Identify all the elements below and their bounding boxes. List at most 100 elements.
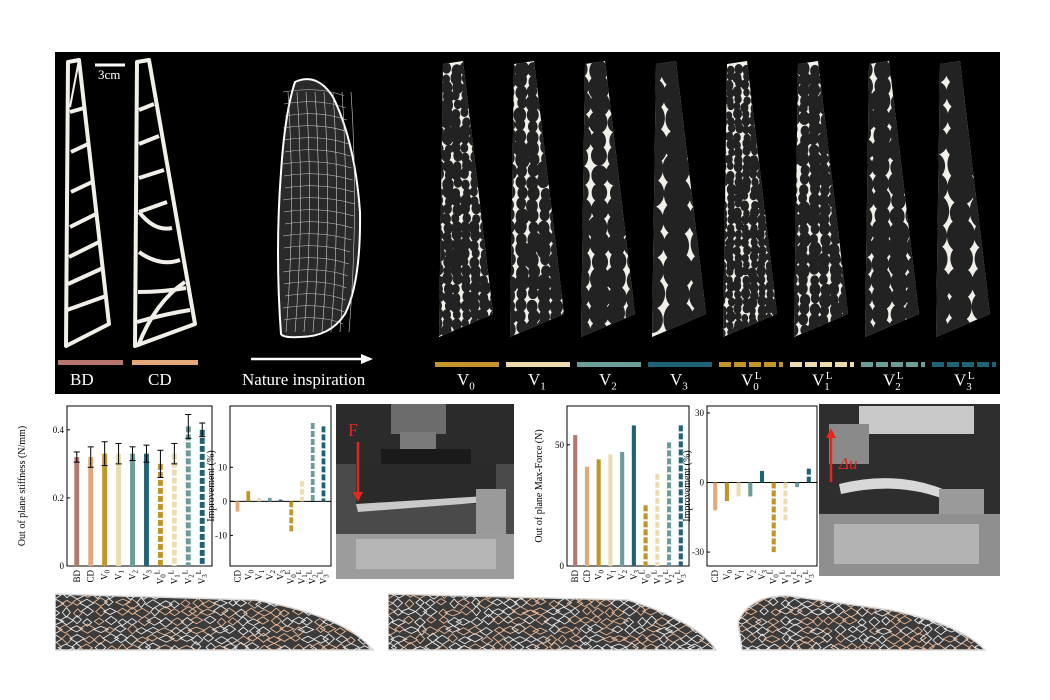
tick-label-v0l: V0L: [153, 570, 167, 584]
tick-label-v0: V0: [100, 570, 112, 581]
bar-cd: [713, 482, 718, 511]
tick-label-v3l: V3L: [802, 570, 816, 584]
bar-v2: [267, 497, 272, 502]
bar-v0: [724, 482, 729, 502]
y-tick-label: -10: [215, 530, 227, 540]
tick-label-v0: V0: [722, 570, 734, 581]
displacement-label: Δu: [839, 454, 858, 473]
bar-v1: [257, 497, 261, 502]
bar-v2: [620, 452, 625, 566]
tick-label-v1: V1: [254, 570, 266, 581]
plot-frame: [566, 405, 690, 567]
tick-label-v1l: V1L: [167, 570, 181, 584]
bar-v2: [748, 482, 753, 497]
label-v1: V1: [528, 370, 546, 393]
wing-v1l: [794, 61, 848, 337]
tick-label-v1l: V1L: [650, 570, 664, 584]
color-bar-v1: [506, 362, 570, 367]
tick-label-v1: V1: [605, 570, 617, 581]
chart-max-force: Out of plane Max-Force (N) 0 50 BD CD V0 V1 V2 V…: [532, 400, 692, 590]
test-photo-stiffness: F: [336, 404, 514, 579]
bd-label: BD: [70, 370, 94, 389]
y-tick-label: 0.4: [53, 425, 65, 435]
label-v3: V3: [670, 370, 688, 393]
y-axis-label: Improvement (%): [206, 450, 217, 521]
tick-label-cd: CD: [233, 570, 243, 583]
wing-v0l: [723, 61, 777, 337]
bar-v2: [130, 453, 135, 566]
y-tick-label: 0: [223, 496, 228, 506]
test-photo-max-force: Δu: [819, 404, 1000, 576]
bar-v1: [116, 453, 122, 566]
bar-v0: [246, 491, 251, 502]
tick-label-v2: V2: [265, 570, 277, 581]
y-axis-label: Out of plane Max-Force (N): [534, 429, 545, 542]
chart-stiffness: Out of plane stiffness (N/mm) 0 0.2 0.4 BD CD…: [15, 400, 215, 590]
vein-pattern-strip-2: [387, 592, 718, 652]
y-tick-label: 10: [218, 462, 228, 472]
wing-specimens: [58, 58, 996, 367]
tick-label-v2l: V2L: [662, 570, 676, 584]
bar-v1: [608, 454, 613, 566]
y-tick-label: 0.2: [53, 493, 64, 503]
y-axis-label: Improvement (%): [682, 450, 693, 521]
natural-wing-drawing: [277, 78, 362, 339]
color-bar-v2: [577, 362, 641, 367]
plot-frame: [706, 405, 818, 567]
bar-v3: [278, 499, 283, 502]
tick-label-v3l: V3L: [316, 570, 330, 584]
y-tick-label: 50: [555, 440, 565, 450]
tick-label-v0l: V0L: [767, 570, 781, 584]
y-tick-label: -30: [692, 547, 704, 557]
y-tick-label: 0: [60, 561, 65, 571]
chart-force-improvement: Improvement (%) 30 0 -30 CD V0 V1 V2 V3 V0L V1L V2L…: [680, 400, 820, 590]
tick-label-v2: V2: [128, 570, 140, 581]
nature-inspiration-label: Nature inspiration: [242, 370, 366, 389]
tick-label-bd: BD: [72, 570, 82, 583]
bar-cd: [88, 457, 94, 566]
tick-label-cd: CD: [582, 570, 592, 583]
tick-label-v0l: V0L: [639, 570, 653, 584]
chart-stiffness-improvement: Improvement (%) 10 0 -10 CD V0 V1 V2 V3 V0L V1L V2L…: [204, 400, 334, 590]
bar-bd: [74, 457, 80, 566]
force-label: F: [348, 420, 359, 440]
y-tick-label: 30: [695, 408, 705, 418]
cd-label: CD: [148, 370, 172, 389]
bar-cd: [235, 501, 240, 512]
tick-label-v3: V3: [757, 570, 769, 581]
tick-label-bd: BD: [570, 570, 580, 583]
scale-bar-label: 3cm: [98, 67, 121, 82]
bar-v0: [596, 459, 601, 566]
y-axis-label: Out of plane stiffness (N/mm): [17, 426, 28, 546]
tick-label-v0: V0: [243, 570, 255, 581]
wing-v1: [510, 61, 564, 337]
tick-label-v1: V1: [734, 570, 746, 581]
tick-label-v1l: V1L: [295, 570, 309, 584]
label-v1l: V1L: [812, 370, 833, 394]
tick-label-v1l: V1L: [778, 570, 792, 584]
label-v2l: V2L: [883, 370, 904, 394]
plot-frame: [66, 405, 213, 567]
wing-v3l: [936, 61, 990, 337]
label-v0l: V0L: [741, 370, 762, 394]
bd-color-bar: [58, 360, 123, 365]
bar-cd: [584, 466, 589, 566]
bar-v1: [736, 482, 741, 497]
tick-label-v0: V0: [594, 570, 606, 581]
tick-label-v2l: V2L: [790, 570, 804, 584]
tick-label-v3: V3: [629, 570, 641, 581]
wing-v2l: [865, 61, 919, 337]
color-bar-v3: [648, 362, 712, 367]
wing-specimen-panel: 3cm BD CD Nature inspiration V0 V1 V2 V3 V0L…: [55, 52, 1000, 394]
tick-label-cd: CD: [86, 570, 96, 583]
vein-pattern-strip-1: [54, 592, 375, 652]
tick-label-v2l: V2L: [306, 570, 320, 584]
tick-label-cd: CD: [710, 570, 720, 583]
wing-cd: [133, 58, 197, 348]
tick-label-v3l: V3L: [674, 570, 688, 584]
y-tick-label: 0: [560, 561, 565, 571]
wing-bd: [64, 58, 111, 348]
tick-label-v3: V3: [276, 570, 288, 581]
cd-color-bar: [132, 360, 198, 365]
vein-pattern-strip-3: [730, 592, 990, 652]
